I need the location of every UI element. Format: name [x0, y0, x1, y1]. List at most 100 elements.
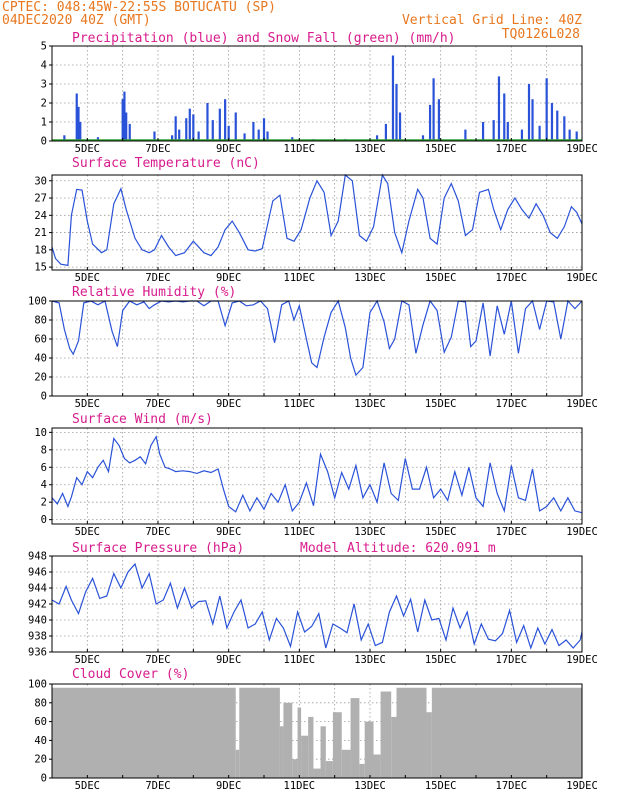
wind-xtick-label: 7DEC — [145, 526, 170, 538]
wind-xtick-label: 19DEC — [566, 526, 598, 538]
rh-ytick-label: 100 — [28, 296, 47, 308]
precip-bar — [128, 123, 131, 141]
pressure-line — [51, 562, 583, 650]
precip-bar — [77, 106, 80, 141]
precip-bar — [227, 125, 230, 141]
wind-ytick-label: 10 — [34, 427, 47, 439]
precip-bar — [538, 125, 541, 141]
precip-bar — [63, 135, 66, 141]
precip-bar — [520, 129, 524, 141]
cloud-xtick-label: 11DEC — [284, 780, 316, 792]
cloud-bar — [359, 763, 365, 778]
cloud-ytick-label: 100 — [28, 679, 47, 691]
cloud-panel: 0 20 40 60 80 100 5DEC 7DEC 9DEC 11DEC 13DEC 15DEC 1… — [28, 679, 598, 793]
plot-area: 0 1 2 3 4 5 5DEC 7DEC 9DEC 11DEC 13DEC 15DEC 17DEC 19… — [28, 41, 598, 793]
precip-xtick-label: 7DEC — [145, 143, 170, 155]
pressure-xtick-label: 15DEC — [425, 654, 457, 666]
precip-bar — [391, 55, 395, 141]
temp-title: Surface Temperature (nC) — [72, 156, 260, 171]
precip-bar — [568, 129, 571, 141]
temp-xtick-label: 19DEC — [566, 272, 598, 284]
precip-bar — [252, 122, 255, 141]
cloud-bar — [431, 687, 582, 778]
rh-xtick-label: 17DEC — [496, 398, 528, 410]
rh-title: Relative Humidity (%) — [72, 285, 236, 300]
precip-bar — [266, 131, 269, 141]
precip-xtick-label: 19DEC — [566, 143, 598, 155]
temp-xtick-label: 13DEC — [354, 272, 386, 284]
precip-bar — [492, 120, 495, 141]
pressure-ytick-label: 948 — [28, 551, 47, 563]
precip-bar — [556, 110, 559, 141]
precip-bar — [262, 118, 266, 141]
cloud-xtick-label: 9DEC — [216, 780, 241, 792]
wind-ytick-label: 8 — [41, 444, 47, 456]
rh-xtick-label: 15DEC — [425, 398, 457, 410]
rh-xtick-label: 7DEC — [145, 398, 170, 410]
precip-xtick-label: 11DEC — [284, 143, 316, 155]
header-date: 04DEC2020 40Z (GMT) — [2, 13, 151, 28]
precip-ytick-label: 0 — [41, 136, 47, 148]
cloud-bar — [380, 691, 392, 778]
rh-xtick-label: 19DEC — [566, 398, 598, 410]
pressure-xtick-label: 17DEC — [496, 654, 528, 666]
pressure-ytick-label: 936 — [28, 647, 47, 659]
rh-ytick-label: 60 — [34, 334, 47, 346]
precip-bar — [464, 129, 467, 141]
cloud-xtick-label: 7DEC — [145, 780, 170, 792]
pressure-title: Surface Pressure (hPa) — [72, 541, 244, 556]
cloud-ytick-label: 60 — [34, 716, 47, 728]
temp-xtick-label: 7DEC — [145, 272, 170, 284]
rh-ytick-label: 40 — [34, 353, 47, 365]
precip-xtick-label: 9DEC — [216, 143, 241, 155]
cloud-bar — [325, 761, 333, 778]
precip-bar — [218, 108, 221, 141]
rh-frame — [51, 300, 583, 397]
temp-ytick-label: 18 — [34, 244, 47, 256]
temp-ytick-label: 15 — [34, 262, 47, 274]
temp-line — [51, 173, 583, 267]
cloud-title: Cloud Cover (%) — [72, 667, 189, 682]
pressure-xtick-label: 5DEC — [75, 654, 100, 666]
wind-xtick-label: 9DEC — [216, 526, 241, 538]
cloud-bar — [279, 726, 284, 778]
precip-bar — [550, 103, 554, 141]
precip-frame — [51, 45, 583, 142]
precip-title: Precipitation (blue) and Snow Fall (gree… — [72, 31, 456, 46]
cloud-xtick-label: 5DEC — [75, 780, 100, 792]
precip-bar — [384, 123, 387, 141]
cloud-bar — [313, 768, 321, 778]
pressure-altitude: Model Altitude: 620.091 m — [300, 541, 496, 556]
pressure-ytick-label: 938 — [28, 631, 47, 643]
precip-bar — [575, 131, 578, 141]
cloud-bar — [332, 712, 342, 778]
wind-xtick-label: 11DEC — [284, 526, 316, 538]
pressure-xtick-label: 7DEC — [145, 654, 170, 666]
precip-bar — [234, 112, 237, 141]
cloud-xtick-label: 19DEC — [566, 780, 598, 792]
wind-ytick-label: 4 — [41, 479, 47, 491]
wind-xtick-label: 17DEC — [496, 526, 528, 538]
temp-xtick-label: 5DEC — [75, 272, 100, 284]
cloud-bar — [301, 735, 309, 778]
precip-xtick-label: 5DEC — [75, 143, 100, 155]
cloud-ytick-label: 0 — [41, 773, 47, 785]
precip-bar — [125, 112, 128, 141]
precip-bar — [123, 91, 126, 141]
precip-bar — [121, 99, 124, 141]
precip-bar — [197, 131, 200, 141]
precip-bar — [527, 84, 531, 141]
rh-xtick-label: 9DEC — [216, 398, 241, 410]
wind-xtick-label: 5DEC — [75, 526, 100, 538]
rh-xtick-label: 11DEC — [284, 398, 316, 410]
cloud-bar — [283, 702, 293, 778]
pressure-ytick-label: 940 — [28, 615, 47, 627]
pressure-ytick-label: 944 — [28, 583, 47, 595]
precip-ytick-label: 2 — [41, 98, 47, 110]
cloud-bar — [239, 687, 280, 778]
cloud-bar — [364, 721, 374, 778]
cloud-bar — [341, 749, 351, 778]
rh-panel: 0 20 40 60 80 100 5DEC 7DEC 9DEC 11DEC 13DEC 15DEC 1… — [28, 296, 598, 411]
precip-bar — [257, 129, 260, 141]
pressure-xtick-label: 9DEC — [216, 654, 241, 666]
